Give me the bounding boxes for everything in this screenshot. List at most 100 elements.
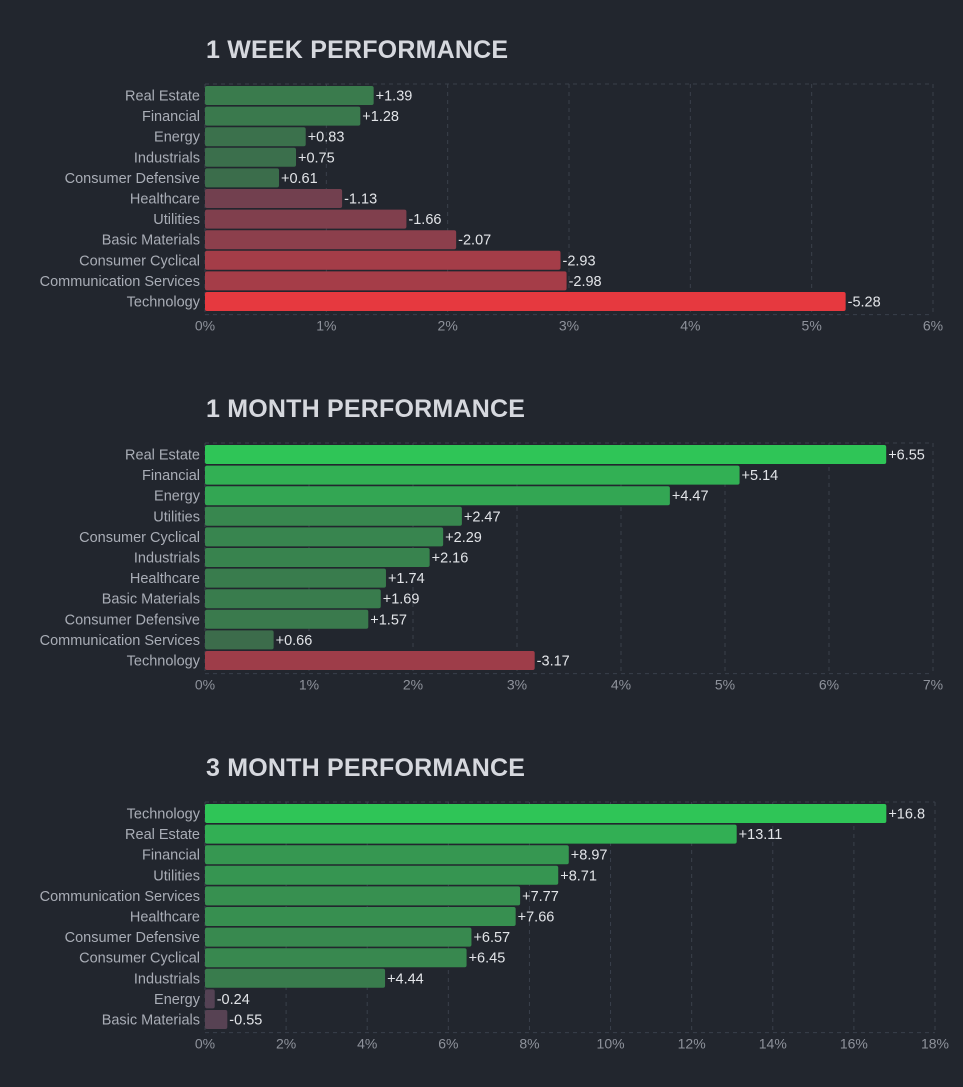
x-tick-label: 5%: [802, 318, 822, 334]
bar: [205, 271, 567, 291]
x-tick-label: 0%: [195, 677, 215, 693]
bar: [205, 189, 343, 208]
x-tick-label: 7%: [923, 677, 943, 693]
bar: [205, 250, 561, 270]
bar: [205, 609, 369, 629]
bar: [205, 168, 280, 188]
category-label: Technology: [127, 807, 201, 823]
category-label: Healthcare: [130, 910, 200, 926]
category-label: Real Estate: [125, 89, 200, 105]
value-label: +8.71: [560, 868, 597, 884]
x-tick-label: 16%: [840, 1036, 868, 1052]
category-label: Financial: [142, 468, 200, 484]
x-tick-label: 0%: [195, 1036, 215, 1052]
value-label: -1.13: [344, 192, 377, 208]
category-label: Real Estate: [125, 827, 200, 843]
category-label: Consumer Cyclical: [79, 530, 200, 546]
value-label: -3.17: [537, 654, 570, 670]
bar: [205, 927, 472, 947]
category-label: Consumer Defensive: [65, 612, 200, 628]
bar: [205, 589, 381, 609]
value-label: +16.8: [888, 807, 925, 823]
x-tick-label: 6%: [923, 318, 943, 334]
x-tick-label: 6%: [438, 1036, 458, 1052]
bar: [205, 147, 296, 167]
value-label: +2.29: [445, 530, 482, 546]
value-label: +13.11: [739, 827, 783, 843]
value-label: +7.66: [518, 910, 555, 926]
week-performance-title: 1 WEEK PERFORMANCE: [206, 36, 509, 64]
value-label: +0.66: [276, 633, 313, 649]
value-label: -0.24: [217, 992, 250, 1008]
category-label: Basic Materials: [102, 233, 200, 249]
three-month-performance-chart: Technology +16.8 Real Estate +13.11 Financia…: [40, 801, 949, 1052]
bar: [205, 292, 846, 311]
category-label: Utilities: [153, 212, 200, 228]
category-label: Consumer Cyclical: [79, 253, 200, 269]
x-tick-label: 2%: [276, 1036, 296, 1052]
category-label: Healthcare: [130, 571, 200, 587]
bar: [205, 506, 462, 526]
bar: [205, 127, 306, 147]
value-label: -2.93: [563, 253, 596, 269]
category-label: Basic Materials: [102, 592, 200, 608]
value-label: -0.55: [229, 1013, 262, 1029]
value-label: +1.74: [388, 571, 425, 587]
value-label: +4.44: [387, 971, 424, 987]
bar: [205, 948, 467, 968]
bar: [205, 651, 535, 670]
category-label: Communication Services: [40, 274, 200, 290]
bar: [205, 106, 361, 126]
bar: [205, 824, 737, 844]
value-label: +0.83: [308, 130, 345, 146]
x-tick-label: 4%: [611, 677, 631, 693]
value-label: +1.28: [362, 109, 399, 125]
bar: [205, 1010, 228, 1029]
bar: [205, 865, 559, 885]
value-label: +1.57: [370, 612, 407, 628]
value-label: +7.77: [522, 889, 559, 905]
bar: [205, 465, 740, 485]
bar: [205, 445, 887, 464]
value-label: +5.14: [742, 468, 779, 484]
x-tick-label: 14%: [759, 1036, 787, 1052]
bar: [205, 845, 569, 865]
category-label: Real Estate: [125, 448, 200, 464]
x-tick-label: 5%: [715, 677, 735, 693]
value-label: +2.16: [432, 551, 469, 567]
bar: [205, 568, 386, 588]
category-label: Consumer Defensive: [65, 171, 200, 187]
category-label: Consumer Defensive: [65, 930, 200, 946]
bar: [205, 968, 386, 988]
category-label: Consumer Cyclical: [79, 951, 200, 967]
bar: [205, 486, 670, 506]
category-label: Utilities: [153, 509, 200, 525]
x-tick-label: 3%: [507, 677, 527, 693]
category-label: Technology: [127, 654, 201, 670]
value-label: +1.69: [383, 592, 420, 608]
three-month-performance-title: 3 MONTH PERFORMANCE: [206, 754, 526, 782]
category-label: Communication Services: [40, 633, 200, 649]
value-label: +0.61: [281, 171, 318, 187]
bar: [205, 548, 430, 567]
category-label: Technology: [127, 295, 201, 311]
category-label: Financial: [142, 109, 200, 125]
x-tick-label: 3%: [559, 318, 579, 334]
category-label: Utilities: [153, 868, 200, 884]
bar: [205, 209, 407, 229]
x-tick-label: 12%: [678, 1036, 706, 1052]
x-tick-label: 10%: [597, 1036, 625, 1052]
value-label: +1.39: [376, 89, 413, 105]
value-label: +6.57: [473, 930, 510, 946]
value-label: +6.55: [888, 448, 925, 464]
x-tick-label: 1%: [316, 318, 336, 334]
value-label: -1.66: [408, 212, 441, 228]
category-label: Industrials: [134, 551, 200, 567]
bar: [205, 527, 444, 547]
bar: [205, 886, 521, 906]
x-tick-label: 2%: [403, 677, 423, 693]
bar: [205, 907, 516, 926]
category-label: Energy: [154, 992, 201, 1008]
x-tick-label: 0%: [195, 318, 215, 334]
category-label: Communication Services: [40, 889, 200, 905]
